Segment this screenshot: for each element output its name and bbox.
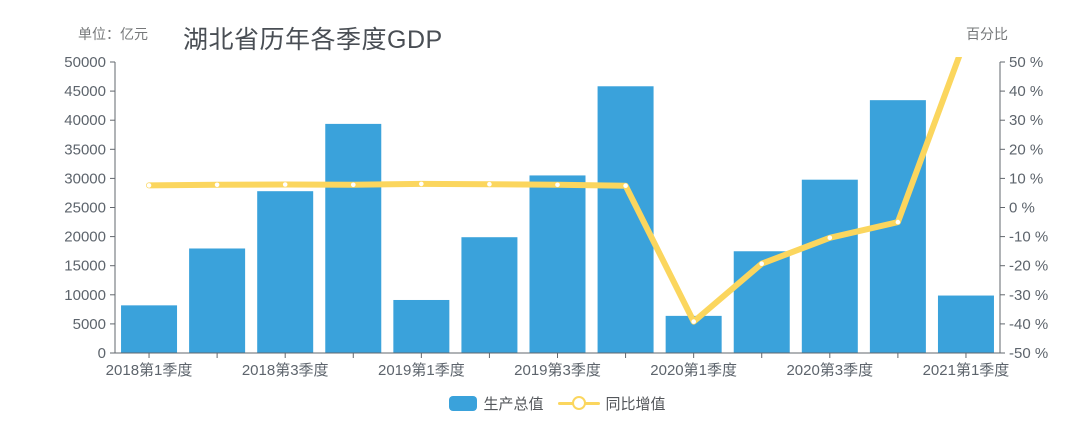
line-point-marker [964,36,969,41]
y-axis-right-tick-label: -50 % [1009,345,1048,362]
y-axis-left-tick-label: 15000 [64,258,106,275]
y-axis-right-tick-label: -10 % [1009,229,1048,246]
y-axis-left-tick-label: 25000 [64,200,106,217]
line-point-marker [487,181,492,187]
legend-label: 生产总值 [483,395,544,413]
y-axis-left-tick-label: 5000 [73,316,106,333]
y-axis-left-tick-label: 10000 [64,287,106,304]
y-axis-right-tick-label: 30 % [1009,112,1043,129]
legend: 生产总值 同比增值 [115,393,1000,413]
gdp-bar[interactable] [529,175,586,353]
gdp-bar[interactable] [189,248,246,353]
y-axis-right-tick-label: -40 % [1009,316,1048,333]
gdp-bar[interactable] [257,191,314,353]
y-axis-right-tick-label: 10 % [1009,170,1043,187]
right-axis-unit-label: 百分比 [966,26,1008,42]
y-axis-right-tick-label: -20 % [1009,258,1048,275]
y-axis-left-tick-label: 0 [98,345,106,362]
x-axis-tick-label: 2018第1季度 [106,361,193,379]
gdp-bar[interactable] [393,299,450,353]
line-point-marker [759,261,764,267]
line-point-marker [146,183,152,188]
y-axis-left-tick-label: 45000 [64,83,106,100]
y-axis-right-tick-label: -30 % [1009,287,1048,304]
y-axis-left-tick-label: 35000 [64,141,106,158]
line-point-marker [419,181,424,187]
line-series-swatch-icon [557,396,600,410]
line-point-marker [895,219,901,225]
chart-title: 湖北省历年各季度GDP [183,26,443,54]
gdp-bar[interactable] [121,305,178,353]
y-axis-right-tick-label: 20 % [1009,141,1043,158]
gdp-bar[interactable] [937,295,994,353]
y-axis-left-tick-label: 30000 [64,170,106,187]
y-axis-left-tick-label: 20000 [64,229,106,246]
gdp-bar[interactable] [801,179,858,353]
line-point-marker [214,182,220,188]
y-axis-right-tick-label: 40 % [1009,83,1043,100]
y-axis-left-tick-label: 40000 [64,112,106,129]
x-axis-tick-label: 2018第3季度 [242,361,329,379]
line-point-marker [623,183,628,188]
y-axis-right-tick-label: 0 % [1009,200,1035,217]
bar-series-swatch-icon [449,395,478,411]
line-point-marker [827,235,833,241]
x-axis-tick-label: 2019第3季度 [514,361,601,379]
x-axis-tick-label: 2020第1季度 [650,361,737,379]
legend-item-growth[interactable]: 同比增值 [557,393,666,414]
growth-line-group [146,36,969,325]
legend-item-gdp[interactable]: 生产总值 [449,393,544,414]
gdp-bar[interactable] [733,251,790,353]
legend-label: 同比增值 [605,395,666,413]
y-axis-left-tick-label: 50000 [64,54,106,71]
x-axis-tick-label: 2021第1季度 [923,361,1010,379]
x-axis-tick-label: 2020第3季度 [786,361,873,379]
left-axis-unit-label: 单位：亿元 [78,26,148,42]
gdp-bar[interactable] [461,237,518,353]
y-axis-right-tick-label: 50 % [1009,54,1043,71]
line-point-marker [351,182,356,188]
x-axis-tick-label: 2019第1季度 [378,361,465,379]
gdp-bar[interactable] [325,123,382,353]
line-point-marker [555,182,560,188]
line-point-marker [282,182,288,187]
line-point-marker [691,319,696,324]
